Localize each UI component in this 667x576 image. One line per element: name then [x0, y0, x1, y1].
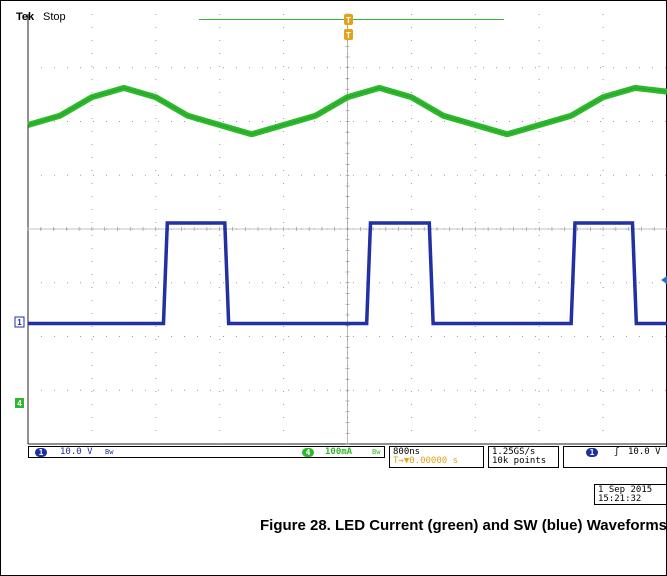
- trigger-box: 1 ʃ 10.0 V: [563, 446, 667, 468]
- channel1-ground-marker: 1: [14, 316, 25, 328]
- record-length: 10k points: [492, 456, 547, 466]
- channel4-bandwidth: Bw: [372, 448, 381, 456]
- channel1-scale: 10.0 V: [60, 447, 93, 457]
- trigger-channel-badge: 1: [586, 448, 598, 457]
- waveform-traces: [26, 84, 667, 326]
- sample-rate: 1.25GS/s: [492, 447, 536, 457]
- acquisition-box: 1.25GS/s 10k points: [488, 446, 559, 468]
- timestamp-time: 15:21:32: [598, 494, 642, 504]
- status-bar: 1 10.0 V Bw 4 100mA Bw 800ns T→▼0.00000 …: [28, 446, 667, 468]
- timebase-value: 800ns: [393, 447, 421, 457]
- channel4-badge: 4: [302, 448, 314, 457]
- trigger-level: 10.0 V: [628, 447, 661, 457]
- channel4-scale: 100mA: [325, 447, 353, 457]
- svg-text:T: T: [346, 16, 351, 25]
- channel1-bandwidth: Bw: [105, 448, 114, 456]
- channel-readout-box: 1 10.0 V Bw 4 100mA Bw: [28, 446, 385, 458]
- trigger-offset: T→▼0.00000 s: [393, 456, 459, 466]
- channel1-badge: 1: [35, 448, 47, 457]
- led-current-noise: [27, 87, 667, 135]
- svg-text:1: 1: [17, 318, 22, 327]
- figure-caption: Figure 28. LED Current (green) and SW (b…: [260, 517, 667, 534]
- channel4-ground-marker: 4: [15, 398, 24, 408]
- timebase-box: 800ns T→▼0.00000 s: [389, 446, 484, 468]
- trigger-slope-icon: ʃ: [614, 447, 620, 457]
- timestamp-box: 1 Sep 2015 15:21:32: [594, 484, 667, 505]
- timestamp-date: 1 Sep 2015: [598, 485, 653, 495]
- sw-trace: [28, 221, 667, 326]
- graticule: [27, 13, 667, 445]
- trigger-position-marker: T T: [344, 14, 353, 40]
- brand-label: Tek: [16, 11, 35, 23]
- acquisition-status: Stop: [43, 11, 66, 23]
- oscilloscope-display: T T 1 4: [14, 13, 667, 445]
- trigger-level-marker: [661, 276, 667, 284]
- svg-text:T: T: [346, 31, 351, 40]
- svg-text:4: 4: [17, 399, 22, 408]
